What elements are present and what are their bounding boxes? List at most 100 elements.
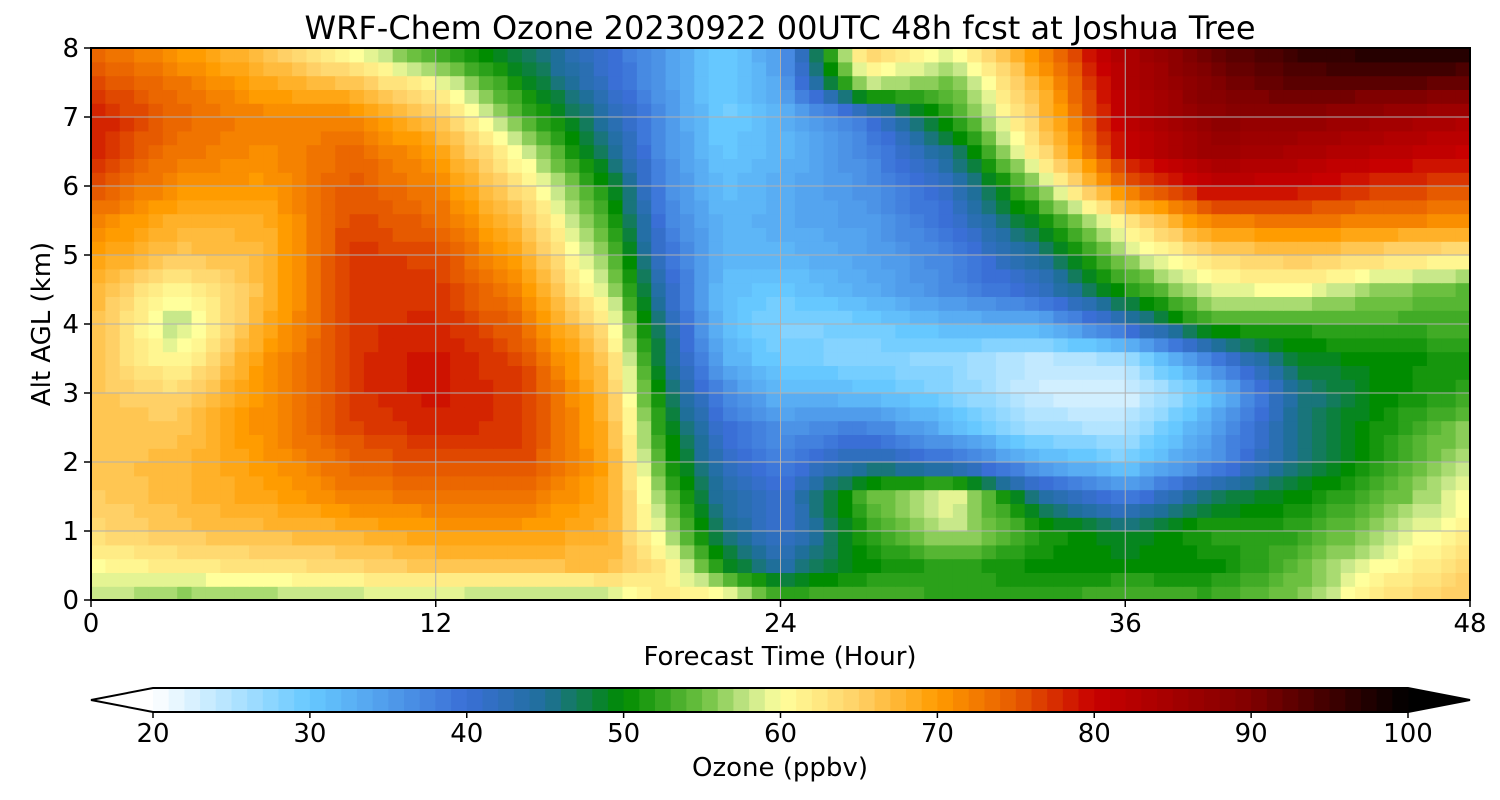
heatmap-cell — [1326, 310, 1342, 325]
heatmap-cell — [407, 117, 422, 132]
heatmap-cell — [1297, 75, 1313, 90]
heatmap-cell — [809, 393, 825, 408]
heatmap-cell — [708, 310, 724, 325]
heatmap-cell — [450, 351, 466, 366]
heatmap-cell — [177, 296, 193, 311]
heatmap-cell — [205, 365, 221, 380]
heatmap-cell — [780, 393, 796, 408]
heatmap-cell — [694, 172, 710, 187]
heatmap-cell — [493, 462, 509, 477]
heatmap-cell — [1369, 406, 1385, 422]
heatmap-cell — [1398, 475, 1414, 491]
heatmap-cell — [148, 130, 164, 146]
heatmap-cell — [521, 296, 537, 311]
heatmap-cell — [1010, 130, 1026, 146]
heatmap-cell — [1311, 144, 1327, 159]
heatmap-cell — [550, 337, 566, 353]
heatmap-cell — [952, 48, 968, 63]
heatmap-cell — [378, 475, 394, 491]
heatmap-cell — [823, 268, 839, 284]
heatmap-cell — [1412, 296, 1428, 311]
heatmap-cell — [1340, 282, 1356, 297]
heatmap-cell — [378, 268, 394, 284]
colorbar-bin — [1219, 688, 1236, 712]
heatmap-cell — [392, 213, 408, 228]
heatmap-cell — [1225, 406, 1241, 422]
heatmap-cell — [306, 282, 322, 297]
heatmap-cell — [737, 310, 753, 325]
heatmap-cell — [1268, 48, 1284, 63]
heatmap-cell — [1398, 186, 1414, 201]
heatmap-cell — [191, 199, 207, 215]
heatmap-cell — [1441, 475, 1457, 491]
heatmap-cell — [938, 475, 954, 491]
heatmap-cell — [866, 379, 882, 394]
heatmap-cell — [1254, 365, 1270, 380]
heatmap-cell — [1211, 227, 1227, 242]
heatmap-cell — [1225, 89, 1241, 104]
heatmap-cell — [105, 337, 121, 353]
heatmap-cell — [1254, 517, 1270, 532]
heatmap-cell — [1355, 75, 1371, 90]
heatmap-cell — [1297, 310, 1313, 325]
heatmap-cell — [995, 89, 1011, 104]
heatmap-cell — [220, 337, 236, 353]
heatmap-cell — [349, 310, 365, 325]
heatmap-cell — [392, 241, 408, 256]
heatmap-cell — [1412, 324, 1428, 339]
heatmap-cell — [665, 489, 681, 504]
heatmap-cell — [1326, 406, 1342, 422]
heatmap-cell — [292, 103, 308, 118]
heatmap-cell — [550, 462, 566, 477]
heatmap-cell — [708, 89, 724, 104]
heatmap-cell — [565, 365, 580, 380]
heatmap-cell — [881, 448, 897, 463]
heatmap-cell — [1125, 393, 1141, 408]
heatmap-cell — [809, 462, 825, 477]
heatmap-cell — [708, 255, 724, 270]
heatmap-cell — [1398, 172, 1414, 187]
heatmap-cell — [249, 61, 264, 77]
heatmap-cell — [263, 503, 279, 518]
heatmap-cell — [995, 365, 1011, 380]
heatmap-cell — [852, 462, 868, 477]
heatmap-cell — [794, 586, 810, 601]
heatmap-cell — [608, 61, 624, 77]
heatmap-cell — [1067, 268, 1083, 284]
heatmap-cell — [809, 282, 825, 297]
heatmap-cell — [938, 296, 954, 311]
heatmap-cell — [335, 103, 351, 118]
heatmap-cell — [1254, 186, 1270, 201]
heatmap-cell — [1412, 199, 1428, 215]
heatmap-cell — [478, 213, 494, 228]
heatmap-cell — [1383, 503, 1399, 518]
heatmap-cell — [119, 586, 135, 601]
heatmap-cell — [1067, 241, 1083, 256]
heatmap-cell — [1383, 448, 1399, 463]
heatmap-cell — [1412, 241, 1428, 256]
heatmap-cell — [737, 75, 753, 90]
heatmap-cell — [550, 213, 566, 228]
heatmap-cell — [751, 420, 767, 435]
heatmap-cell — [1010, 75, 1026, 90]
heatmap-cell — [292, 227, 308, 242]
heatmap-cell — [622, 572, 638, 587]
heatmap-cell — [938, 255, 954, 270]
heatmap-cell — [234, 365, 250, 380]
heatmap-cell — [1039, 255, 1055, 270]
heatmap-cell — [249, 586, 264, 601]
heatmap-cell — [1211, 406, 1227, 422]
heatmap-cell — [1355, 130, 1371, 146]
heatmap-cell — [866, 489, 882, 504]
heatmap-cell — [823, 158, 839, 173]
heatmap-cell — [1412, 544, 1428, 560]
heatmap-cell — [766, 48, 782, 63]
heatmap-cell — [234, 586, 250, 601]
x-tick-label: 36 — [1109, 609, 1142, 639]
heatmap-cell — [766, 558, 782, 573]
heatmap-cell — [306, 379, 322, 394]
heatmap-cell — [1340, 365, 1356, 380]
heatmap-cell — [1369, 531, 1385, 546]
heatmap-cell — [938, 241, 954, 256]
heatmap-cell — [881, 158, 897, 173]
